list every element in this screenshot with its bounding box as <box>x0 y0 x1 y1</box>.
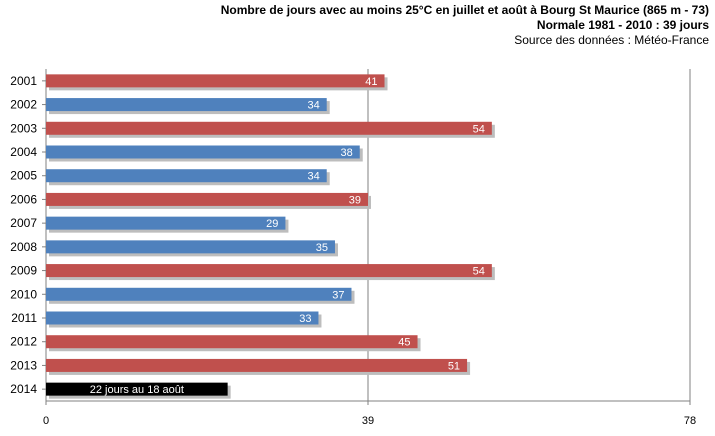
category-label: 2010 <box>10 287 37 301</box>
x-tick-label: 78 <box>684 415 696 427</box>
bar <box>46 264 492 278</box>
category-label: 2009 <box>10 264 37 278</box>
bar <box>46 121 492 135</box>
data-label: 54 <box>473 123 485 135</box>
data-label: 29 <box>266 218 278 230</box>
category-label: 2001 <box>10 74 37 88</box>
chart-subtitle: Normale 1981 - 2010 : 39 jours <box>536 18 709 32</box>
data-label: 54 <box>473 266 485 278</box>
bar <box>46 335 418 349</box>
category-label: 2003 <box>10 121 37 135</box>
data-label: 45 <box>398 337 410 349</box>
x-tick-label: 0 <box>43 415 49 427</box>
category-label: 2004 <box>10 145 37 159</box>
data-label: 33 <box>299 313 311 325</box>
chart-title: Nombre de jours avec au moins 25°C en ju… <box>220 3 709 17</box>
category-label: 2008 <box>10 240 37 254</box>
bar <box>46 240 335 254</box>
bar <box>46 98 327 112</box>
chart-header: Nombre de jours avec au moins 25°C en ju… <box>221 3 709 48</box>
category-label: 2007 <box>10 216 37 230</box>
data-label: 34 <box>307 100 319 112</box>
bar <box>46 216 286 230</box>
category-label: 2014 <box>10 382 37 396</box>
data-label: 35 <box>316 242 328 254</box>
data-label: 39 <box>349 194 361 206</box>
bar <box>46 311 319 325</box>
data-label: 41 <box>365 76 377 88</box>
bar <box>46 358 468 372</box>
category-label: 2002 <box>10 98 37 112</box>
bar <box>46 74 385 88</box>
data-source: Source des données : Météo-France <box>514 33 709 47</box>
data-label: 34 <box>307 171 319 183</box>
bar <box>46 192 368 206</box>
category-label: 2011 <box>11 311 37 325</box>
category-label: 2012 <box>10 335 37 349</box>
data-label: 22 jours au 18 août <box>90 384 184 396</box>
category-label: 2005 <box>10 169 37 183</box>
data-label: 51 <box>448 360 460 372</box>
bar <box>46 382 228 396</box>
bar <box>46 287 352 301</box>
x-tick-label: 39 <box>362 415 374 427</box>
data-label: 38 <box>340 147 352 159</box>
bar <box>46 169 327 183</box>
category-label: 2013 <box>10 358 37 372</box>
category-label: 2006 <box>10 192 37 206</box>
data-label: 37 <box>332 289 344 301</box>
bar <box>46 145 360 159</box>
